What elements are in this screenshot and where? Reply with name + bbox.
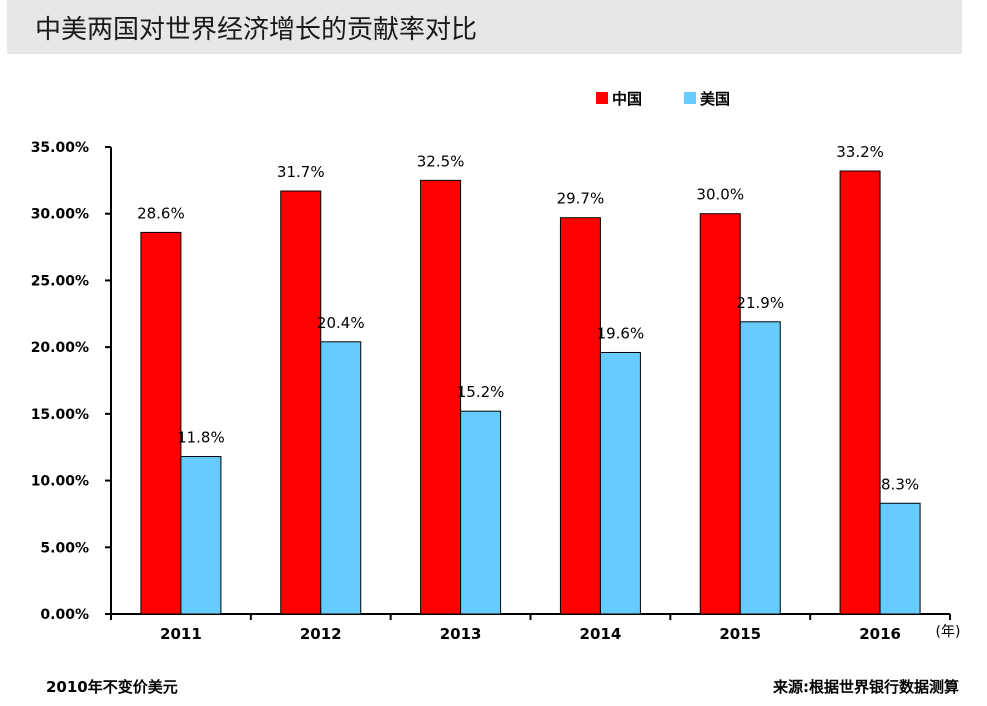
bar-usa-2012: [320, 341, 362, 615]
data-label: 19.6%: [597, 324, 645, 342]
bar-usa-2014: [599, 351, 641, 615]
y-tick-label: 25.00%: [31, 273, 89, 289]
source-note: 来源:根据世界银行数据测算: [773, 678, 959, 696]
legend-label: 美国: [700, 90, 730, 108]
data-label: 30.0%: [696, 186, 744, 204]
y-tick-label: 30.00%: [31, 207, 89, 223]
data-label: 20.4%: [317, 314, 365, 332]
title-bar: 中美两国对世界经济增长的贡献率对比: [7, 0, 962, 54]
x-axis-unit-label: (年): [936, 624, 961, 640]
y-tick-label: 10.00%: [31, 474, 89, 490]
legend-swatch-usa: [684, 92, 696, 104]
data-label: 8.3%: [881, 475, 919, 493]
data-label: 33.2%: [836, 143, 884, 161]
x-tick-label: 2014: [580, 625, 622, 643]
data-label: 21.9%: [736, 294, 784, 312]
y-tick-label: 5.00%: [40, 540, 89, 556]
data-label: 31.7%: [277, 163, 325, 181]
data-label: 11.8%: [177, 429, 225, 447]
bar-usa-2013: [460, 410, 502, 615]
bar-china-2015: [699, 213, 741, 615]
bar-china-2016: [839, 170, 881, 615]
y-tick-label: 20.00%: [31, 340, 89, 356]
chart-title: 中美两国对世界经济增长的贡献率对比: [35, 15, 478, 45]
data-label: 32.5%: [417, 152, 465, 170]
bar-china-2012: [280, 190, 322, 615]
x-tick-label: 2013: [440, 625, 482, 643]
y-tick-label: 15.00%: [31, 407, 89, 423]
unit-note: 2010年不变价美元: [46, 678, 178, 696]
bar-usa-2015: [739, 321, 781, 615]
y-tick-label: 35.00%: [31, 140, 89, 156]
bar-china-2013: [420, 179, 462, 615]
bar-china-2014: [559, 217, 601, 615]
data-label: 29.7%: [557, 190, 605, 208]
data-label: 28.6%: [137, 204, 185, 222]
x-tick-label: 2012: [300, 625, 342, 643]
legend-label: 中国: [612, 90, 642, 108]
y-tick-label: 0.00%: [40, 607, 89, 623]
bar-usa-2011: [180, 456, 222, 615]
bar-usa-2016: [879, 502, 921, 615]
x-tick-label: 2011: [160, 625, 202, 643]
x-tick-label: 2015: [719, 625, 761, 643]
data-label: 15.2%: [457, 383, 505, 401]
legend-swatch-china: [596, 92, 608, 104]
x-tick-label: 2016: [859, 625, 901, 643]
bar-china-2011: [140, 231, 182, 615]
